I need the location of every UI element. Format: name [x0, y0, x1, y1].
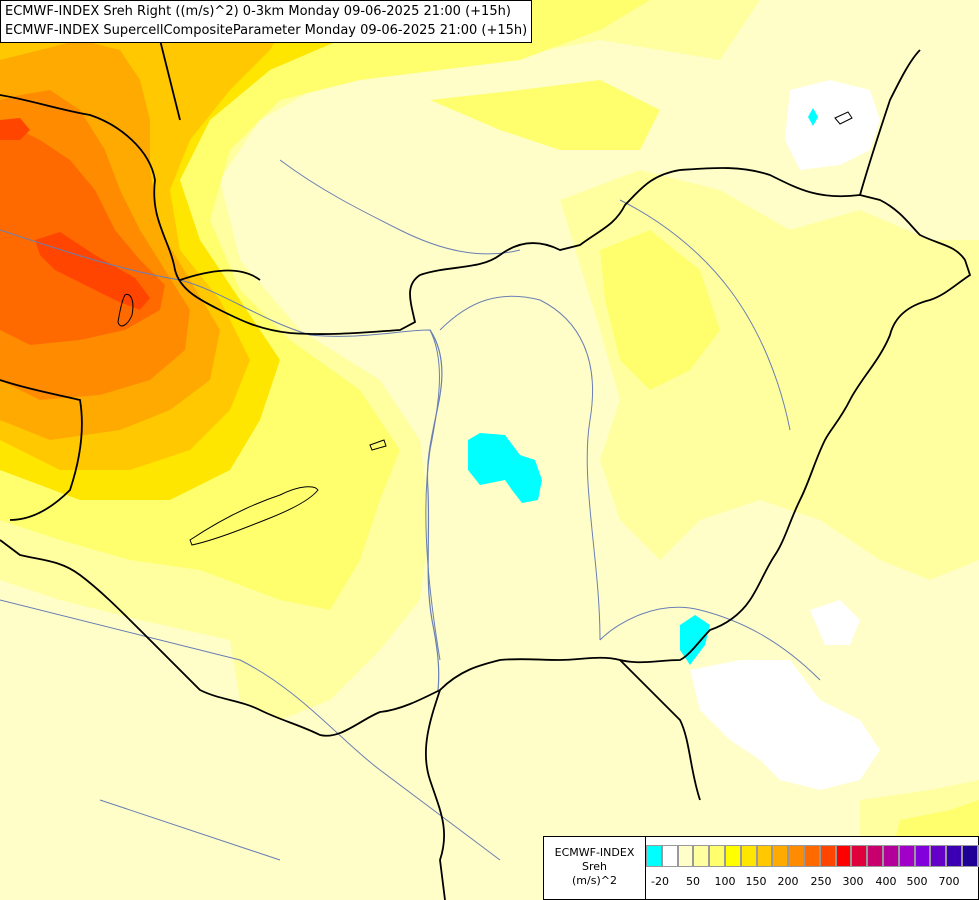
legend: ECMWF-INDEX Sreh (m/s)^2 -20 50 100 150 200 2… — [543, 836, 979, 900]
legend-swatch — [851, 845, 868, 867]
title-line-1: ECMWF-INDEX Sreh Right ((m/s)^2) 0-3km M… — [5, 4, 511, 19]
legend-tick-label: 100 — [714, 875, 736, 888]
legend-swatch — [709, 845, 725, 867]
legend-tick-label: 200 — [777, 875, 799, 888]
legend-swatch — [961, 845, 978, 867]
legend-tick-label: 700 — [938, 875, 960, 888]
legend-swatch — [977, 845, 979, 867]
field-red-small — [0, 118, 30, 140]
legend-swatch — [946, 845, 962, 867]
legend-swatches — [646, 845, 979, 867]
field-yellow-north — [430, 80, 660, 150]
legend-tick-label: -20 — [651, 875, 669, 888]
legend-swatch — [646, 845, 662, 867]
legend-swatch — [788, 845, 804, 867]
legend-swatch — [677, 845, 694, 867]
legend-variable: Sreh — [581, 860, 607, 873]
field-negative-south — [680, 615, 710, 665]
major-river — [426, 329, 443, 691]
legend-swatch — [661, 845, 678, 867]
legend-source: ECMWF-INDEX — [554, 846, 635, 859]
legend-tick-label: 250 — [810, 875, 832, 888]
legend-swatch — [819, 845, 836, 867]
field-white-south — [690, 660, 880, 790]
legend-swatch — [724, 845, 741, 867]
field-negative-center — [468, 433, 542, 503]
legend-ticks: -20 50 100 150 200 250 300 400 500 700 — [646, 875, 979, 891]
legend-unit: (m/s)^2 — [572, 874, 617, 887]
legend-swatch — [835, 845, 852, 867]
legend-swatch — [867, 845, 883, 867]
legend-swatch — [756, 845, 773, 867]
field-white-northeast — [785, 80, 880, 170]
field-white-east-blob — [810, 600, 860, 645]
title-line-2: ECMWF-INDEX SupercellCompositeParameter … — [5, 23, 528, 38]
field-negative-northeast — [808, 108, 818, 126]
field-yellow-east — [600, 230, 720, 390]
legend-swatch — [914, 845, 931, 867]
legend-swatch — [803, 845, 820, 867]
legend-swatch — [930, 845, 947, 867]
field-red — [35, 232, 150, 310]
lakes — [117, 111, 853, 546]
legend-tick-label: 150 — [745, 875, 767, 888]
legend-title: ECMWF-INDEX Sreh (m/s)^2 — [544, 837, 646, 899]
legend-swatch — [772, 845, 789, 867]
legend-swatch — [898, 845, 915, 867]
legend-tick-label: 50 — [686, 875, 700, 888]
legend-tick-label: 500 — [906, 875, 928, 888]
legend-swatch — [693, 845, 710, 867]
title-box: ECMWF-INDEX Sreh Right ((m/s)^2) 0-3km M… — [0, 0, 533, 43]
legend-tick-label: 400 — [875, 875, 897, 888]
legend-tick-label: 300 — [842, 875, 864, 888]
legend-swatch — [740, 845, 757, 867]
legend-swatch — [882, 845, 899, 867]
rivers — [0, 159, 821, 861]
